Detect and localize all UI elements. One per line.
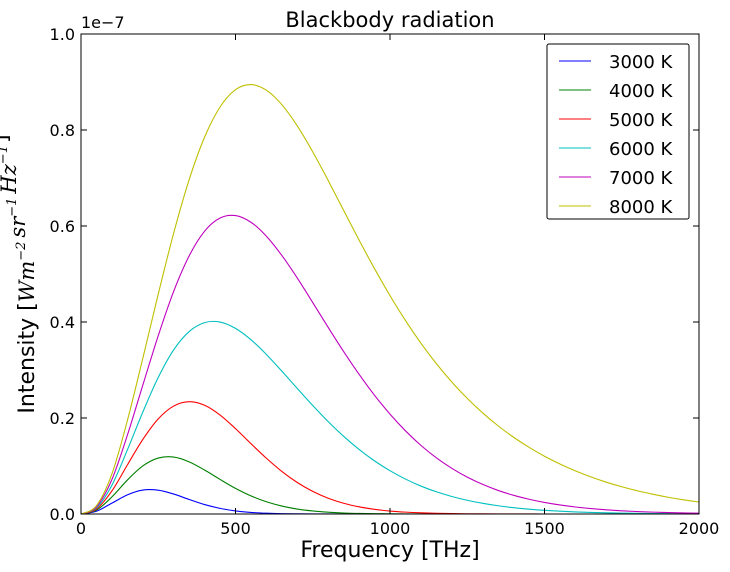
y-tick-label: 0.4: [50, 313, 75, 332]
legend-box: [546, 43, 690, 220]
x-tick-label: 0: [76, 519, 86, 538]
y-tick-label: 0.8: [50, 121, 75, 140]
x-axis-label: Frequency [THz]: [300, 538, 479, 563]
y-tick-label: 0.0: [50, 505, 75, 524]
series-line-6000-k: [80, 320, 700, 515]
y-axis-label-text: Intensity [Wm−2sr−1Hz−1]: [0, 134, 40, 413]
series-line-7000-k: [80, 214, 700, 515]
y-axis-label: Intensity [Wm−2sr−1Hz−1]: [0, 134, 40, 413]
y-tick-label: 1.0: [50, 25, 75, 44]
y-tick-label: 0.2: [50, 409, 75, 428]
x-tick-label: 500: [220, 519, 251, 538]
series-line-5000-k: [80, 401, 699, 515]
x-tick-label: 1000: [370, 519, 411, 538]
legend-label: 4000 K: [609, 81, 674, 102]
legend-label: 6000 K: [609, 139, 674, 160]
x-tick-label: 1500: [524, 519, 565, 538]
y-offset-label: 1e−7: [81, 13, 125, 32]
plot-area: 0 500 1000 1500 2000 0.0 0.2 0.4 0.6 0.8 1.0 3000 K…: [50, 25, 720, 538]
series-line-8000-k: [80, 84, 700, 515]
y-tick-label: 0.6: [50, 217, 75, 236]
series-line-4000-k: [80, 456, 699, 515]
legend-label: 8000 K: [609, 197, 674, 218]
legend-label: 7000 K: [609, 168, 674, 189]
legend-label: 5000 K: [609, 110, 674, 131]
x-tick-label: 2000: [679, 519, 720, 538]
legend-label: 3000 K: [609, 52, 674, 73]
chart-title: Blackbody radiation: [285, 8, 494, 32]
